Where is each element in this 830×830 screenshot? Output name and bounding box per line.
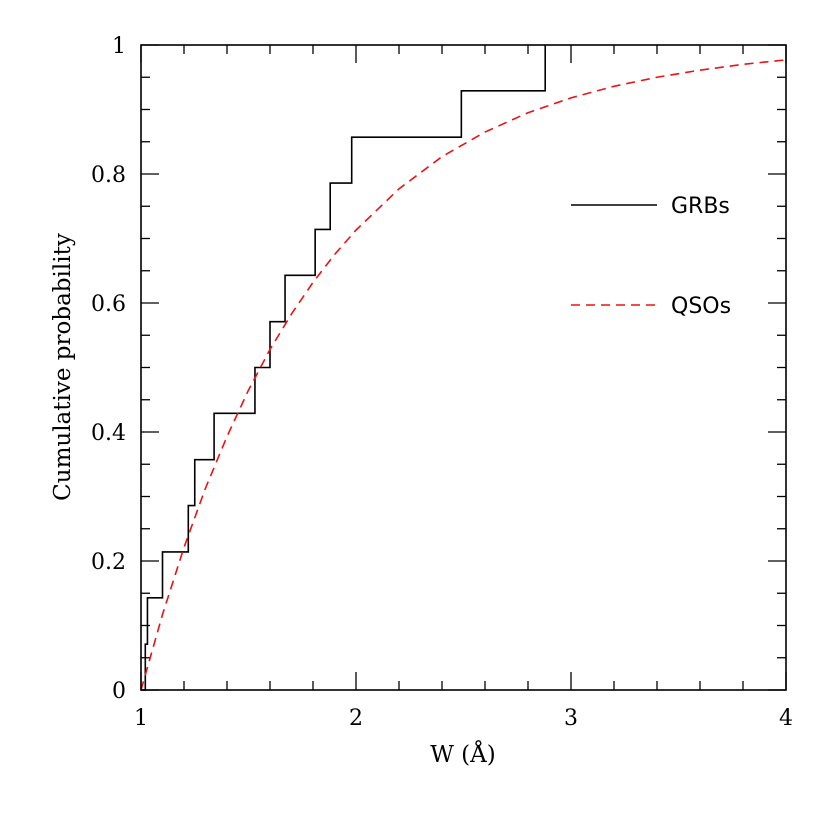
grbs-legend-label: GRBs: [671, 194, 730, 219]
y-tick-label: 0.8: [91, 163, 126, 188]
x-axis-label: W (Å): [430, 740, 496, 768]
x-tick-label: 2: [349, 706, 363, 731]
tick-labels: 1 2 3 4 0 0.2 0.4 0.6 0.8 1: [91, 34, 793, 731]
y-tick-label: 1: [112, 34, 126, 59]
x-tick-label: 1: [134, 706, 148, 731]
axis-ticks: [140, 44, 787, 691]
y-tick-label: 0.4: [91, 421, 126, 446]
y-tick-label: 0.6: [91, 292, 126, 317]
grbs-series-line: [141, 45, 546, 691]
x-tick-label: 4: [779, 706, 793, 731]
y-tick-label: 0: [112, 679, 126, 704]
x-tick-label: 3: [564, 706, 578, 731]
plot-frame: [140, 44, 787, 691]
y-axis-label: Cumulative probability: [50, 233, 76, 501]
qsos-series-line: [140, 59, 787, 691]
series-layer: [140, 45, 787, 691]
legend: GRBs QSOs: [571, 194, 731, 319]
qsos-legend-label: QSOs: [671, 294, 731, 319]
y-tick-label: 0.2: [91, 550, 126, 575]
